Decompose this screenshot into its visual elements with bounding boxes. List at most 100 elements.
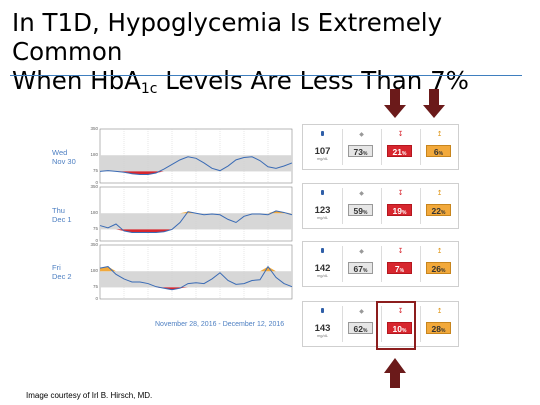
time-above-range-cell: ↥ 28% bbox=[420, 302, 459, 348]
time-in-range-cell: ◆ 73% bbox=[342, 125, 381, 171]
y-tick-label: 0 bbox=[95, 296, 98, 301]
mean-glucose-cell: 142 mg/dL bbox=[303, 242, 342, 288]
time-above-range-badge: 26% bbox=[426, 262, 451, 274]
diamond-icon: ◆ bbox=[359, 309, 364, 315]
column-separator bbox=[381, 188, 382, 224]
column-separator bbox=[381, 129, 382, 165]
down-arrow-icon: ↧ bbox=[397, 308, 404, 315]
column-separator bbox=[420, 188, 421, 224]
title-line-1: In T1D, Hypoglycemia Is Extremely Common bbox=[12, 8, 443, 66]
y-tick-label: 350 bbox=[90, 184, 98, 189]
mean-glucose-value: 123 bbox=[314, 205, 331, 216]
highlight-low-percent-box bbox=[376, 301, 416, 350]
y-tick-label: 180 bbox=[90, 268, 98, 274]
glucose-meter-icon bbox=[303, 308, 342, 316]
daily-stats-row: 123 mg/dL ◆ 59% ↧ 19% ↥ 22% bbox=[302, 183, 459, 229]
y-tick-label: 0 bbox=[95, 238, 98, 243]
column-separator bbox=[381, 306, 382, 342]
hyper-area bbox=[100, 266, 292, 272]
column-separator bbox=[342, 306, 343, 342]
time-above-range-badge: 6% bbox=[426, 145, 451, 157]
mean-glucose-cell: 107 mg/dL bbox=[303, 125, 342, 171]
diamond-icon: ◆ bbox=[359, 249, 364, 255]
arrow-down-high bbox=[423, 89, 445, 118]
up-arrow-icon: ↥ bbox=[436, 131, 443, 138]
time-above-range-badge: 28% bbox=[426, 322, 451, 334]
y-tick-label: 180 bbox=[90, 152, 98, 158]
hypo-area bbox=[100, 171, 292, 175]
diamond-icon: ◆ bbox=[359, 191, 364, 197]
y-tick-label: 350 bbox=[90, 126, 98, 131]
day-plot-thu bbox=[99, 186, 293, 242]
time-below-range-badge: 10% bbox=[387, 322, 412, 334]
y-tick-label: 75 bbox=[92, 284, 98, 290]
title-line-2: When HbA1c Levels Are Less Than 7% bbox=[12, 66, 469, 97]
title-divider bbox=[10, 75, 522, 76]
column-separator bbox=[342, 129, 343, 165]
time-above-range-badge: 22% bbox=[426, 204, 451, 216]
glucose-line bbox=[99, 210, 293, 234]
time-above-range-cell: ↥ 22% bbox=[420, 184, 459, 230]
up-arrow-icon: ↥ bbox=[436, 308, 443, 315]
unit-label: mg/dL bbox=[316, 273, 329, 278]
time-below-range-cell: ↧ 7% bbox=[381, 242, 420, 288]
column-separator bbox=[420, 306, 421, 342]
down-arrow-icon: ↧ bbox=[397, 248, 404, 255]
down-arrow-icon: ↧ bbox=[397, 131, 404, 138]
glucose-meter-icon bbox=[303, 190, 342, 198]
column-separator bbox=[342, 246, 343, 282]
arrow-down-low bbox=[384, 89, 406, 118]
column-separator bbox=[342, 188, 343, 224]
time-below-range-badge: 21% bbox=[387, 145, 412, 157]
column-separator bbox=[381, 246, 382, 282]
time-below-range-cell: ↧ 10% bbox=[381, 302, 420, 348]
hypo-area bbox=[100, 229, 292, 233]
glucose-meter-icon bbox=[303, 248, 342, 256]
time-above-range-cell: ↥ 26% bbox=[420, 242, 459, 288]
day-plot-fri bbox=[99, 244, 293, 300]
time-in-range-badge: 62% bbox=[348, 322, 373, 334]
date-range-label: November 28, 2016 - December 12, 2016 bbox=[155, 321, 285, 328]
time-in-range-badge: 73% bbox=[348, 145, 373, 157]
y-tick-label: 180 bbox=[90, 210, 98, 216]
time-in-range-cell: ◆ 59% bbox=[342, 184, 381, 230]
time-below-range-badge: 7% bbox=[387, 262, 412, 274]
y-tick-label: 350 bbox=[90, 242, 98, 247]
unit-label: mg/dL bbox=[316, 333, 329, 338]
time-in-range-cell: ◆ 62% bbox=[342, 302, 381, 348]
up-arrow-icon: ↥ bbox=[436, 190, 443, 197]
y-tick-label: 75 bbox=[92, 168, 98, 174]
unit-label: mg/dL bbox=[316, 156, 329, 161]
time-below-range-badge: 19% bbox=[387, 204, 412, 216]
image-credit: Image courtesy of Irl B. Hirsch, MD. bbox=[26, 391, 153, 400]
glucose-line bbox=[99, 265, 293, 291]
arrow-up-low bbox=[384, 358, 406, 388]
column-separator bbox=[420, 246, 421, 282]
day-plot-wed bbox=[99, 128, 293, 184]
mean-glucose-cell: 143 mg/dL bbox=[303, 302, 342, 348]
day-label-fri: Fri Dec 2 bbox=[52, 263, 72, 281]
diamond-icon: ◆ bbox=[359, 132, 364, 138]
mean-glucose-value: 142 bbox=[314, 263, 331, 274]
down-arrow-icon: ↧ bbox=[397, 190, 404, 197]
mean-glucose-value: 143 bbox=[314, 323, 331, 334]
column-separator bbox=[420, 129, 421, 165]
y-tick-label: 0 bbox=[95, 180, 98, 185]
summary-stats-row: 143 mg/dL ◆ 62% ↧ 10% ↥ 28% bbox=[302, 301, 459, 347]
time-in-range-badge: 59% bbox=[348, 204, 373, 216]
y-tick-label: 75 bbox=[92, 226, 98, 232]
time-in-range-badge: 67% bbox=[348, 262, 373, 274]
time-below-range-cell: ↧ 21% bbox=[381, 125, 420, 171]
time-in-range-cell: ◆ 67% bbox=[342, 242, 381, 288]
unit-label: mg/dL bbox=[316, 215, 329, 220]
glucose-line bbox=[99, 156, 293, 176]
day-label-wed: Wed Nov 30 bbox=[52, 148, 76, 166]
up-arrow-icon: ↥ bbox=[436, 248, 443, 255]
day-label-thu: Thu Dec 1 bbox=[52, 206, 72, 224]
daily-stats-row: 142 mg/dL ◆ 67% ↧ 7% ↥ 26% bbox=[302, 241, 459, 287]
slide-title: In T1D, Hypoglycemia Is Extremely Common… bbox=[12, 8, 532, 97]
mean-glucose-cell: 123 mg/dL bbox=[303, 184, 342, 230]
time-above-range-cell: ↥ 6% bbox=[420, 125, 459, 171]
mean-glucose-value: 107 bbox=[314, 146, 331, 157]
